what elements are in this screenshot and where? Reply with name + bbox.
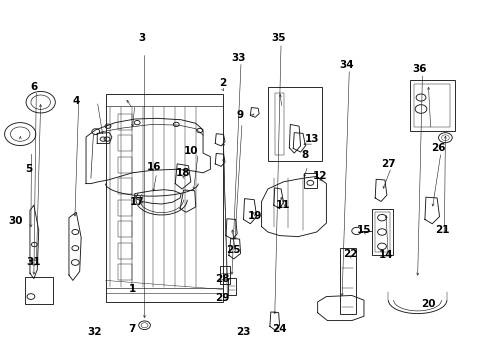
Text: 32: 32 (87, 327, 102, 337)
Text: 15: 15 (356, 225, 370, 235)
Bar (118, 221, 132, 237)
Bar (267, 87, 321, 161)
Text: 5: 5 (25, 164, 33, 174)
Text: 35: 35 (271, 33, 285, 43)
Text: 1: 1 (128, 284, 136, 294)
Text: 31: 31 (26, 257, 41, 267)
Text: 25: 25 (225, 245, 240, 255)
Text: 7: 7 (128, 324, 136, 334)
Text: 11: 11 (276, 200, 290, 210)
Text: 27: 27 (381, 159, 395, 169)
Text: 4: 4 (72, 96, 80, 106)
Bar (304, 173, 316, 188)
Text: 19: 19 (247, 211, 262, 221)
Bar (25, 277, 53, 304)
Text: 33: 33 (231, 53, 245, 63)
Text: 23: 23 (236, 327, 250, 337)
Text: 30: 30 (8, 216, 22, 226)
Text: 6: 6 (30, 82, 38, 92)
Bar (118, 157, 132, 173)
Bar (118, 200, 132, 216)
Bar (118, 114, 132, 130)
Bar (220, 266, 229, 284)
Bar (274, 93, 283, 155)
Text: 16: 16 (147, 162, 161, 172)
Text: 22: 22 (343, 248, 357, 258)
Text: 34: 34 (339, 60, 353, 70)
Text: 3: 3 (138, 33, 145, 43)
Bar (118, 135, 132, 151)
Text: 12: 12 (312, 171, 326, 181)
Bar (227, 278, 235, 295)
Text: 21: 21 (434, 225, 448, 235)
Text: 24: 24 (272, 324, 286, 334)
Bar (413, 84, 449, 127)
Text: 9: 9 (236, 111, 243, 121)
Bar (118, 178, 132, 194)
Text: 10: 10 (183, 146, 198, 156)
Bar (339, 248, 355, 315)
Text: 14: 14 (378, 250, 392, 260)
Bar (374, 212, 389, 252)
Text: 2: 2 (219, 78, 226, 88)
Text: 18: 18 (176, 168, 190, 178)
Text: 28: 28 (215, 274, 229, 284)
Text: 13: 13 (304, 134, 318, 144)
Bar (409, 80, 454, 131)
Bar (371, 209, 392, 255)
Bar (105, 94, 222, 302)
Text: 8: 8 (301, 150, 308, 160)
Text: 26: 26 (430, 143, 445, 153)
Bar (118, 243, 132, 259)
Text: 36: 36 (412, 64, 427, 74)
Bar (118, 264, 132, 280)
Text: 29: 29 (215, 293, 229, 303)
Text: 20: 20 (420, 299, 435, 309)
Text: 17: 17 (130, 197, 144, 207)
